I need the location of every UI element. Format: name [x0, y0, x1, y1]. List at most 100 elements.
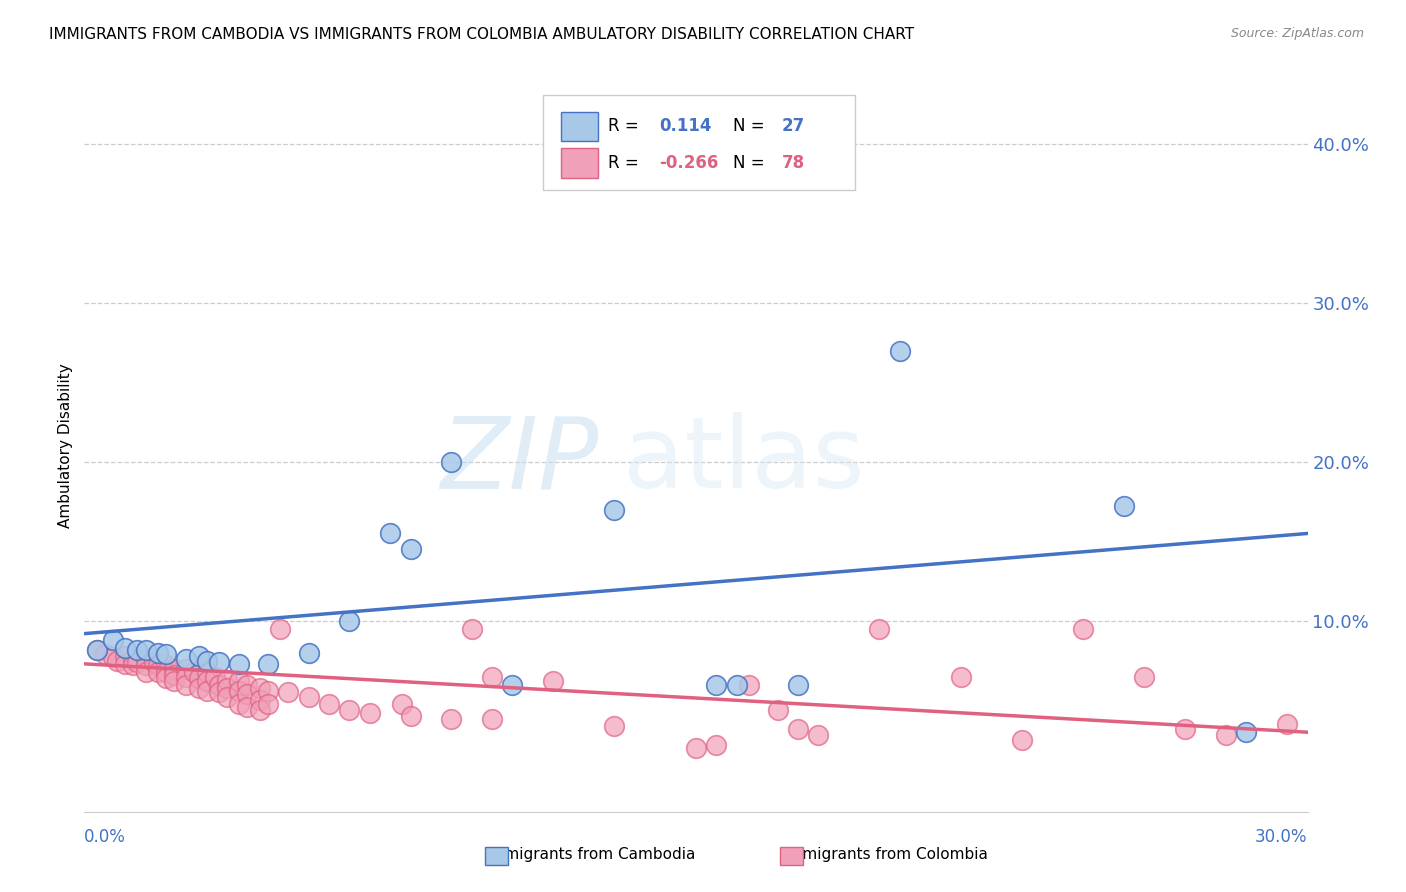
Point: [174, 662, 197, 676]
Text: Source: ZipAtlas.com: Source: ZipAtlas.com: [1230, 27, 1364, 40]
Text: R =: R =: [607, 154, 638, 172]
Point: [257, 697, 280, 711]
Point: [86, 642, 108, 657]
Point: [807, 728, 830, 742]
Point: [236, 687, 259, 701]
Point: [114, 640, 136, 655]
Point: [1215, 728, 1237, 742]
Point: [236, 677, 259, 691]
Point: [481, 713, 503, 727]
Point: [380, 526, 402, 541]
Point: [146, 658, 169, 673]
Point: [122, 658, 145, 673]
Point: [391, 697, 413, 711]
Point: [155, 648, 177, 662]
Point: [127, 642, 149, 657]
FancyBboxPatch shape: [543, 95, 855, 190]
Point: [828, 169, 851, 183]
Point: [195, 654, 218, 668]
Point: [174, 677, 197, 691]
Point: [950, 669, 973, 683]
Point: [163, 674, 186, 689]
Text: R =: R =: [607, 118, 638, 136]
Point: [1133, 669, 1156, 683]
Point: [603, 719, 626, 733]
Point: [706, 738, 728, 752]
Point: [399, 542, 422, 557]
Point: [787, 722, 810, 736]
Point: [105, 654, 128, 668]
Point: [889, 343, 911, 358]
Point: [217, 673, 239, 687]
Point: [502, 677, 524, 691]
Point: [135, 658, 157, 673]
Point: [208, 677, 231, 691]
Text: IMMIGRANTS FROM CAMBODIA VS IMMIGRANTS FROM COLOMBIA AMBULATORY DISABILITY CORRE: IMMIGRANTS FROM CAMBODIA VS IMMIGRANTS F…: [49, 27, 914, 42]
Point: [249, 693, 271, 707]
Point: [146, 646, 169, 660]
Y-axis label: Ambulatory Disability: Ambulatory Disability: [58, 364, 73, 528]
Point: [706, 677, 728, 691]
Point: [1174, 722, 1197, 736]
Text: Immigrants from Cambodia: Immigrants from Cambodia: [485, 847, 696, 862]
Point: [787, 677, 810, 691]
Point: [543, 674, 565, 689]
Point: [481, 669, 503, 683]
Text: atlas: atlas: [623, 412, 865, 509]
Point: [135, 642, 157, 657]
Point: [135, 665, 157, 679]
Point: [738, 677, 761, 691]
Point: [766, 703, 789, 717]
Point: [249, 703, 271, 717]
Point: [725, 677, 748, 691]
Point: [142, 655, 165, 669]
Point: [1011, 733, 1033, 747]
Point: [183, 665, 205, 679]
Point: [685, 741, 707, 756]
Point: [204, 669, 226, 683]
Point: [195, 684, 218, 698]
Point: [1236, 725, 1258, 739]
Point: [114, 657, 136, 671]
Point: [217, 681, 239, 695]
Point: [318, 697, 340, 711]
Point: [440, 713, 463, 727]
Bar: [561, 148, 598, 178]
Text: Immigrants from Colombia: Immigrants from Colombia: [783, 847, 988, 862]
Point: [155, 671, 177, 685]
Text: 78: 78: [782, 154, 804, 172]
Point: [146, 665, 169, 679]
Point: [217, 690, 239, 705]
Point: [869, 622, 891, 636]
Point: [1114, 500, 1136, 514]
Point: [399, 709, 422, 723]
Point: [93, 648, 115, 662]
Point: [195, 674, 218, 689]
Bar: [561, 112, 598, 141]
Point: [603, 502, 626, 516]
Text: N =: N =: [733, 154, 765, 172]
Point: [208, 655, 231, 669]
Text: 30.0%: 30.0%: [1256, 828, 1308, 846]
Text: ZIP: ZIP: [440, 412, 598, 509]
Point: [236, 699, 259, 714]
Point: [86, 642, 108, 657]
Point: [1277, 717, 1299, 731]
Point: [339, 703, 361, 717]
Point: [187, 671, 209, 685]
Point: [461, 622, 484, 636]
Point: [155, 658, 177, 673]
Point: [187, 681, 209, 695]
Point: [298, 646, 321, 660]
Point: [228, 684, 250, 698]
Text: 0.114: 0.114: [659, 118, 711, 136]
Point: [174, 652, 197, 666]
Point: [174, 669, 197, 683]
Point: [277, 685, 299, 699]
Point: [101, 650, 124, 665]
Text: 0.0%: 0.0%: [84, 828, 127, 846]
Point: [269, 622, 291, 636]
Point: [228, 674, 250, 689]
Point: [195, 665, 218, 679]
Text: N =: N =: [733, 118, 765, 136]
